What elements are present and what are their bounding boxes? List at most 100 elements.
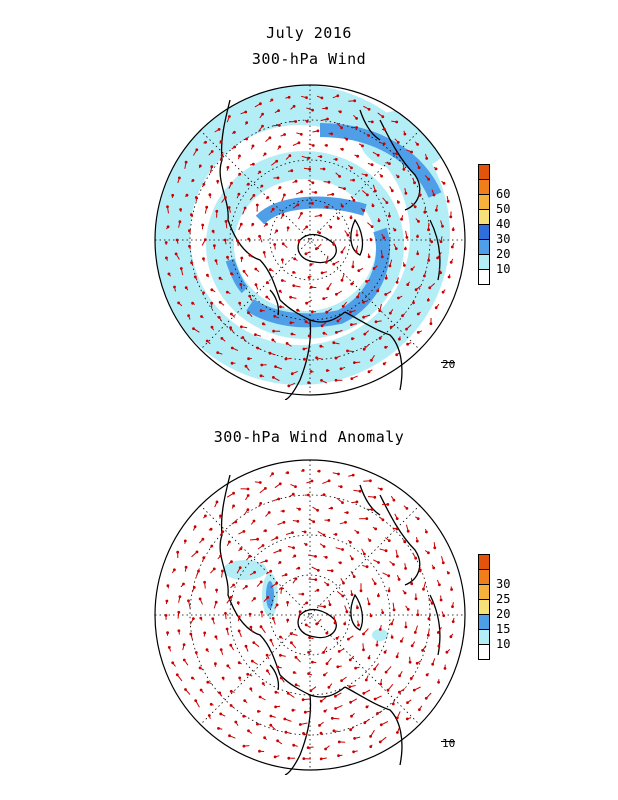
- wind-vector-head: [311, 181, 315, 185]
- wind-vector-head: [404, 191, 408, 195]
- wind-vector-head: [257, 710, 260, 713]
- wind-vector-head: [322, 297, 326, 301]
- wind-vector-head: [224, 220, 228, 223]
- wind-vector-head: [325, 144, 328, 147]
- wind-vector-head: [436, 631, 440, 634]
- wind-vector-head: [177, 629, 181, 633]
- wind-vector-head: [349, 728, 353, 732]
- wind-vector-head: [397, 200, 400, 204]
- wind-vector-head: [292, 671, 296, 674]
- wind-vector-head: [393, 228, 397, 232]
- coastlines-top: [219, 99, 441, 400]
- wind-vector-head: [337, 472, 340, 476]
- wind-vector-head: [311, 108, 315, 112]
- wind-vector-head: [254, 267, 258, 271]
- wind-vector-head: [259, 580, 263, 584]
- wind-vector-head: [281, 213, 285, 217]
- wind-vector-head: [427, 617, 431, 621]
- wind-vector-head: [243, 206, 247, 210]
- wind-vector-head: [303, 530, 307, 534]
- wind-vector-head: [396, 731, 399, 734]
- wind-vector-head: [297, 239, 301, 242]
- wind-vector-head: [209, 702, 213, 706]
- wind-vector-head: [211, 617, 215, 621]
- wind-vector-head: [325, 631, 329, 635]
- wind-vector-head: [258, 695, 262, 699]
- wind-vector-head: [214, 662, 217, 666]
- wind-vector-head: [174, 252, 178, 256]
- wind-vector-head: [336, 94, 340, 98]
- wind-vector-head: [230, 560, 233, 563]
- wind-vector-head: [416, 517, 420, 520]
- colorbar-swatch: [478, 239, 490, 255]
- wind-vector-head: [271, 338, 275, 342]
- wind-vector-head: [443, 667, 447, 670]
- wind-vector-head: [404, 567, 408, 570]
- wind-vector-head: [410, 582, 414, 586]
- reference-vector-bottom: 10: [442, 737, 456, 750]
- wind-vector-head: [354, 250, 358, 253]
- wind-vector-head: [278, 549, 282, 552]
- wind-vector-head: [274, 365, 277, 369]
- wind-vector-head: [370, 508, 374, 511]
- reference-arrow-top: [441, 362, 455, 363]
- wind-vector-head: [201, 223, 205, 227]
- wind-vector-head: [248, 294, 252, 298]
- wind-vector-head: [406, 529, 410, 533]
- wind-vector-head: [263, 152, 267, 156]
- wind-vector-head: [405, 717, 409, 721]
- wind-vector-head: [332, 262, 336, 266]
- wind-vector-head: [307, 334, 311, 338]
- wind-vector-head: [249, 687, 253, 691]
- wind-vector-head: [240, 325, 243, 329]
- wind-vector-head: [294, 120, 298, 123]
- wind-vector-head: [346, 233, 350, 237]
- wind-vector-head: [365, 565, 369, 569]
- wind-vector-head: [330, 132, 334, 136]
- colorbar-swatch: [478, 554, 490, 570]
- wind-vector-head: [283, 193, 286, 197]
- wind-vector-head: [352, 750, 356, 754]
- wind-vector-head: [238, 301, 242, 305]
- wind-vector-head: [364, 678, 368, 682]
- wind-vector-head: [211, 229, 215, 233]
- wind-vector-head: [434, 306, 438, 310]
- wind-vector-head: [271, 472, 274, 476]
- wind-vector-head: [202, 556, 206, 560]
- wind-vector-head: [184, 160, 188, 164]
- wind-vector-head: [427, 551, 430, 555]
- coastlines-bottom: [219, 474, 441, 775]
- wind-vector-head: [229, 689, 233, 693]
- wind-vector-head: [334, 707, 338, 710]
- wind-vector-head: [227, 206, 231, 209]
- wind-vector-head: [266, 669, 269, 673]
- wind-vector-head: [398, 674, 402, 678]
- wind-vector-head: [363, 552, 366, 556]
- wind-vector-head: [287, 95, 291, 99]
- wind-vector-head: [396, 175, 400, 179]
- wind-vector-head: [258, 234, 261, 238]
- wind-vector-head: [336, 319, 340, 323]
- wind-vector-head: [378, 336, 382, 340]
- wind-vector-head: [343, 187, 346, 190]
- wind-vector-head: [396, 141, 400, 144]
- wind-vector-head: [378, 740, 382, 744]
- colorbar-swatch: [478, 164, 490, 180]
- wind-vector-head: [228, 734, 231, 738]
- wind-vector-head: [369, 614, 373, 618]
- wind-vector-head: [331, 192, 335, 196]
- wind-vector-head: [204, 140, 207, 144]
- wind-vector-head: [322, 493, 326, 496]
- wind-vector-head: [240, 256, 244, 260]
- colorbar-label: 20: [496, 247, 511, 261]
- wind-vector-head: [307, 672, 311, 676]
- wind-vector-head: [441, 290, 445, 294]
- wind-vector-head: [267, 511, 271, 514]
- wind-vector-head: [291, 492, 295, 496]
- wind-vector-head: [377, 594, 380, 598]
- colorbar-label: 30: [496, 232, 511, 246]
- colorbar-swatch: [478, 194, 490, 210]
- wind-vector-head: [409, 677, 413, 680]
- wind-vector-head: [369, 479, 372, 483]
- wind-vector-head: [365, 517, 369, 520]
